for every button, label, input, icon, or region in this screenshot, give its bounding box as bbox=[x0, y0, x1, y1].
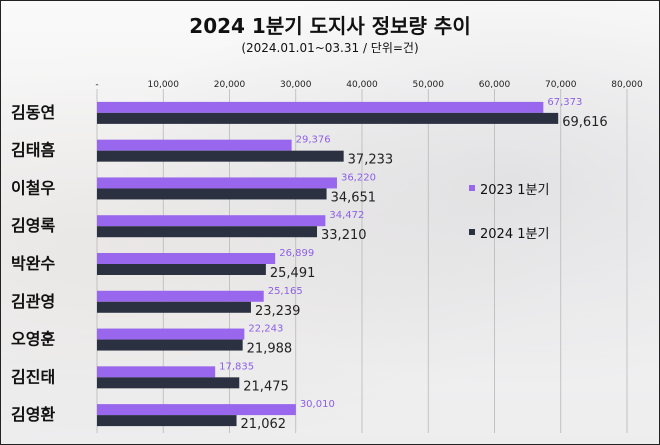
bar-2023-q1 bbox=[97, 290, 264, 302]
legend: 2023 1분기 2024 1분기 bbox=[469, 183, 549, 242]
value-label-2024-q1: 37,233 bbox=[348, 153, 394, 168]
bar-2023-q1 bbox=[97, 328, 245, 340]
bars bbox=[97, 101, 559, 427]
x-tick-label: 70,000 bbox=[545, 80, 577, 90]
value-label-2024-q1: 21,988 bbox=[247, 342, 293, 357]
value-label-2023-q1: 26,899 bbox=[279, 248, 314, 259]
category-label: 이철우 bbox=[11, 178, 55, 197]
chart-title: 2024 1분기 도지사 정보량 추이 bbox=[189, 14, 470, 38]
bar-2024-q1 bbox=[97, 377, 240, 389]
x-tick-label: 40,000 bbox=[346, 80, 378, 90]
value-label-2023-q1: 36,220 bbox=[341, 172, 376, 183]
value-label-2024-q1: 21,475 bbox=[243, 379, 289, 394]
bar-2023-q1 bbox=[97, 253, 276, 264]
bar-2023-q1 bbox=[97, 404, 296, 416]
value-label-2023-q1: 29,376 bbox=[296, 135, 331, 146]
category-label: 김태흠 bbox=[11, 141, 55, 160]
category-label: 김동연 bbox=[11, 103, 55, 122]
bar-2024-q1 bbox=[97, 112, 559, 124]
bar-2023-q1 bbox=[97, 139, 292, 151]
value-label-2023-q1: 67,373 bbox=[547, 97, 582, 108]
value-labels: 67,373 69,616 29,376 37,233 36,220 34,651 34,4… bbox=[219, 97, 608, 432]
x-tick-label: 60,000 bbox=[479, 80, 511, 90]
value-label-2023-q1: 30,010 bbox=[300, 399, 335, 410]
x-tick-label: 30,000 bbox=[280, 80, 312, 90]
x-tick-label: 80,000 bbox=[611, 80, 643, 90]
value-label-2023-q1: 25,165 bbox=[268, 286, 303, 297]
x-tick-label: 20,000 bbox=[214, 80, 246, 90]
legend-swatch bbox=[469, 229, 475, 235]
chart-subtitle: (2024.01.01~03.31 / 단위=건) bbox=[241, 41, 418, 55]
category-label: 김진태 bbox=[11, 367, 55, 386]
bar-2024-q1 bbox=[97, 339, 243, 351]
x-tick-label: 50,000 bbox=[413, 80, 445, 90]
value-label-2024-q1: 69,616 bbox=[562, 115, 608, 130]
value-label-2024-q1: 33,210 bbox=[321, 228, 367, 243]
bar-2023-q1 bbox=[97, 366, 216, 378]
value-label-2024-q1: 34,651 bbox=[331, 190, 377, 205]
legend-label: 2024 1분기 bbox=[480, 227, 549, 242]
value-label-2024-q1: 21,062 bbox=[241, 417, 287, 432]
category-label: 김관영 bbox=[11, 292, 55, 311]
category-label: 오영훈 bbox=[11, 330, 55, 349]
value-label-2024-q1: 25,491 bbox=[270, 266, 316, 281]
category-label: 박완수 bbox=[11, 254, 55, 273]
bar-2024-q1 bbox=[97, 188, 327, 200]
value-label-2023-q1: 34,472 bbox=[329, 210, 364, 221]
bar-2024-q1 bbox=[97, 264, 266, 275]
bar-2024-q1 bbox=[97, 301, 251, 313]
bar-2023-q1 bbox=[97, 101, 544, 113]
value-label-2024-q1: 23,239 bbox=[255, 304, 301, 319]
bar-2024-q1 bbox=[97, 226, 318, 238]
bar-2024-q1 bbox=[97, 150, 344, 162]
category-label: 김영록 bbox=[11, 216, 55, 235]
bar-2024-q1 bbox=[97, 415, 237, 427]
category-label: 김영환 bbox=[11, 405, 55, 424]
bar-2023-q1 bbox=[97, 177, 337, 189]
value-label-2023-q1: 17,835 bbox=[219, 361, 254, 372]
value-label-2023-q1: 22,243 bbox=[248, 324, 283, 335]
x-tick-label: - bbox=[95, 80, 98, 90]
x-tick-label: 10,000 bbox=[148, 80, 180, 90]
x-axis-ticks: - 10,000 20,000 30,000 40,000 50,000 60,000 70,… bbox=[95, 80, 643, 90]
legend-label: 2023 1분기 bbox=[480, 183, 549, 198]
bar-2023-q1 bbox=[97, 215, 326, 227]
legend-swatch bbox=[469, 185, 475, 191]
